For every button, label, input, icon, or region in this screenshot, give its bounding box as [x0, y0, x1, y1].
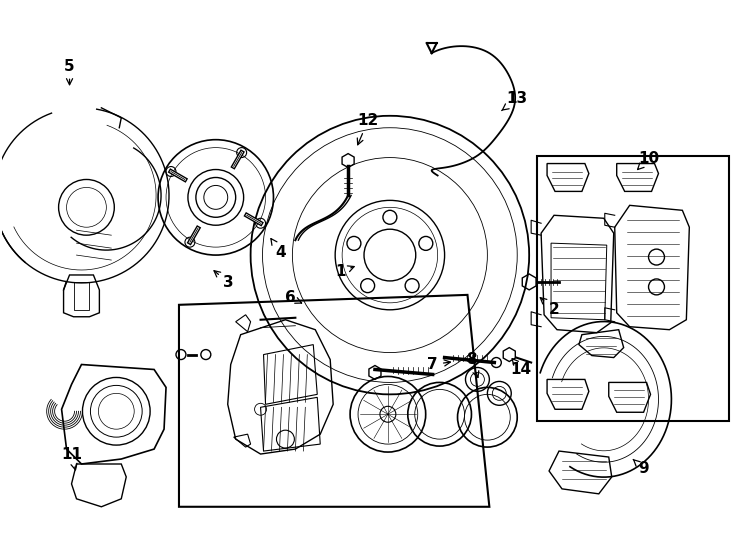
Text: 7: 7: [427, 357, 451, 372]
Text: 14: 14: [511, 359, 531, 377]
Text: 2: 2: [540, 298, 559, 318]
Text: 3: 3: [214, 271, 234, 291]
Circle shape: [419, 237, 433, 251]
Text: 9: 9: [633, 460, 649, 476]
Text: 6: 6: [285, 291, 302, 305]
Circle shape: [347, 237, 361, 251]
Text: 12: 12: [357, 113, 379, 145]
Text: 8: 8: [466, 352, 479, 377]
Text: 10: 10: [638, 151, 659, 170]
Text: 13: 13: [501, 91, 528, 111]
Text: 1: 1: [335, 265, 355, 280]
Circle shape: [383, 210, 397, 224]
Text: 4: 4: [271, 239, 286, 260]
Bar: [73, 282, 90, 310]
Circle shape: [360, 279, 374, 293]
Text: 5: 5: [65, 58, 75, 85]
Circle shape: [649, 249, 664, 265]
Circle shape: [405, 279, 419, 293]
Bar: [537, 156, 729, 421]
Text: 11: 11: [61, 447, 82, 470]
Circle shape: [649, 279, 664, 295]
